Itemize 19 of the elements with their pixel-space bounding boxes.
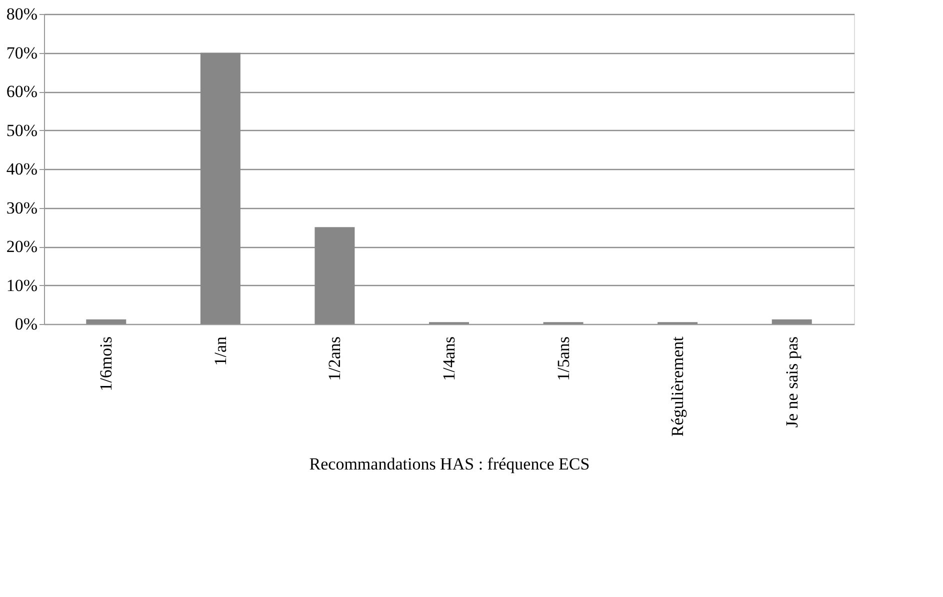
y-tick-label: 10% [6,276,38,295]
y-tick-label: 20% [6,237,38,256]
x-tick-label: 1/2ans [325,336,344,381]
y-tick-label: 70% [6,43,38,62]
bar [86,319,126,324]
y-tick-label: 0% [14,314,38,334]
x-tick-label: Régulièrement [668,336,688,437]
x-axis-title: Recommandations HAS : fréquence ECS [309,454,590,474]
x-tick-label: 1/5ans [554,336,573,381]
y-tick-label: 30% [6,198,38,218]
x-tick-label: 1/6mois [96,336,116,392]
x-tick-label: 1/an [210,336,230,366]
y-tick-label: 60% [6,82,38,101]
x-tick-label: 1/4ans [440,336,458,381]
y-tick-label: 80% [6,4,38,24]
x-tick-label: Je ne sais pas [782,336,802,428]
y-tick-label: 50% [6,120,38,140]
y-tick-label: 40% [6,160,38,178]
bar [772,319,812,324]
